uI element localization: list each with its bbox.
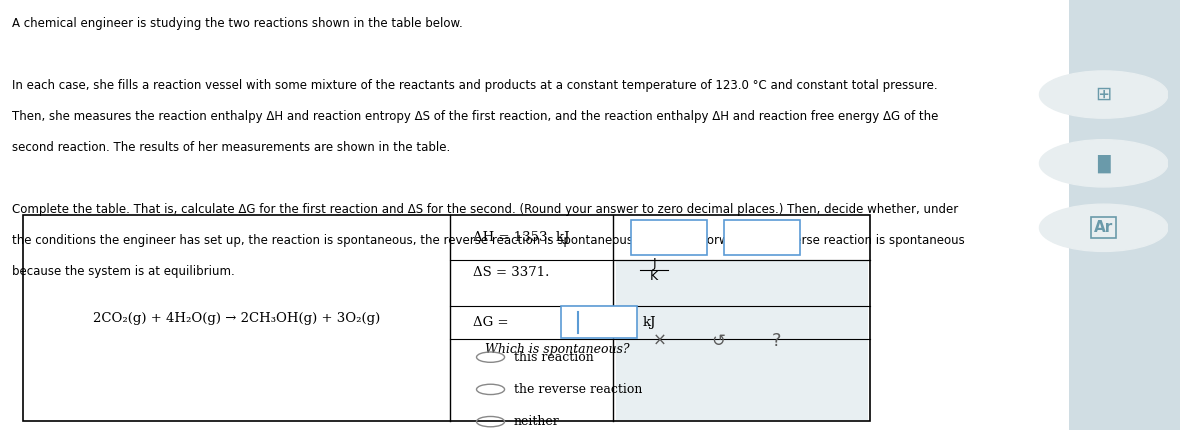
Text: K: K — [650, 270, 658, 283]
Text: Then, she measures the reaction enthalpy ΔH and reaction entropy ΔS of the first: Then, she measures the reaction enthalpy… — [12, 110, 938, 123]
Text: ΔG =: ΔG = — [473, 316, 509, 329]
Text: Ar: Ar — [1094, 220, 1114, 235]
Text: because the system is at equilibrium.: because the system is at equilibrium. — [12, 265, 234, 278]
Text: Complete the table. That is, calculate ΔG for the first reaction and ΔS for the : Complete the table. That is, calculate Δ… — [12, 203, 958, 216]
Circle shape — [1039, 140, 1168, 187]
Text: ΔH = 1353. kJ: ΔH = 1353. kJ — [473, 231, 570, 244]
FancyBboxPatch shape — [1069, 0, 1180, 430]
Text: A chemical engineer is studying the two reactions shown in the table below.: A chemical engineer is studying the two … — [12, 17, 462, 30]
Circle shape — [1039, 204, 1168, 252]
FancyBboxPatch shape — [616, 261, 868, 421]
Circle shape — [1039, 71, 1168, 118]
FancyBboxPatch shape — [560, 306, 636, 338]
FancyBboxPatch shape — [724, 221, 800, 255]
Text: J: J — [653, 257, 656, 270]
Text: ΔS = 3371.: ΔS = 3371. — [473, 266, 550, 279]
Text: Which is spontaneous?: Which is spontaneous? — [485, 343, 629, 356]
Text: this reaction: this reaction — [514, 350, 594, 364]
Text: ↺: ↺ — [712, 332, 725, 350]
Text: In each case, she fills a reaction vessel with some mixture of the reactants and: In each case, she fills a reaction vesse… — [12, 79, 937, 92]
Text: ⊞: ⊞ — [1096, 85, 1112, 104]
Text: 2CO₂(g) + 4H₂O(g) → 2CH₃OH(g) + 3O₂(g): 2CO₂(g) + 4H₂O(g) → 2CH₃OH(g) + 3O₂(g) — [92, 312, 380, 325]
Text: ▐▌: ▐▌ — [1090, 154, 1117, 172]
FancyBboxPatch shape — [631, 221, 707, 255]
Text: kJ: kJ — [642, 316, 656, 329]
Text: the reverse reaction: the reverse reaction — [514, 383, 642, 396]
Text: ×: × — [653, 332, 667, 350]
Text: second reaction. The results of her measurements are shown in the table.: second reaction. The results of her meas… — [12, 141, 450, 154]
Text: neither: neither — [514, 415, 559, 428]
Text: the conditions the engineer has set up, the reaction is spontaneous, the reverse: the conditions the engineer has set up, … — [12, 234, 965, 247]
Text: ?: ? — [772, 332, 781, 350]
